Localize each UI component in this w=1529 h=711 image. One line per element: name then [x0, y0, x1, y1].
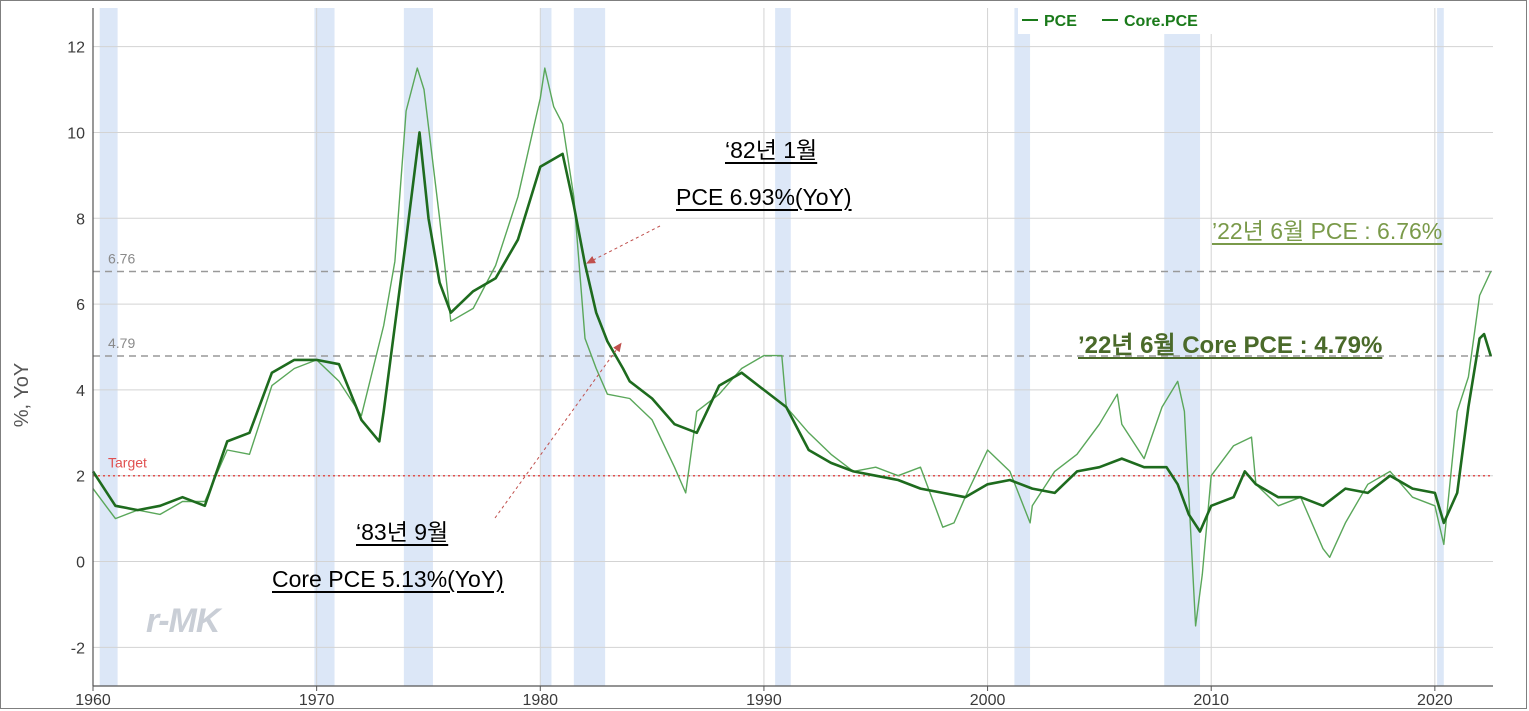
series-line-pce — [92, 67, 1492, 627]
series-line-core-pce — [91, 131, 1493, 533]
y-tick-label-4: 4 — [76, 383, 85, 400]
x-tick-label-2000: 2000 — [970, 692, 1006, 709]
reference-lines: 6.76 4.79 Target — [93, 250, 1493, 477]
legend-box — [1018, 8, 1234, 34]
series-lines — [91, 67, 1493, 627]
legend-label-0: PCE — [1044, 13, 1077, 30]
recession-band-6 — [1014, 8, 1031, 686]
x-tick-label-1970: 1970 — [299, 692, 335, 709]
y-tick-label-12: 12 — [67, 40, 85, 57]
recession-band-4 — [573, 8, 606, 686]
axes: -2 0 2 4 6 8 10 12 1960 1970 1980 1990 2000 2010 2020%… — [11, 8, 1493, 709]
y-tick-label-10: 10 — [67, 125, 85, 142]
arrow-82 — [586, 225, 661, 264]
recession-band-1 — [314, 8, 335, 686]
reference-label-0: 6.76 — [108, 250, 135, 266]
x-tick-label-2010: 2010 — [1193, 692, 1229, 709]
annotation-pce-latest: ’22년 6월 PCE : 6.76% — [1212, 218, 1443, 244]
recession-band-3 — [540, 8, 552, 686]
annotation-core-latest: ’22년 6월 Core PCE : 4.79% — [1078, 332, 1383, 359]
annotation-83-value: Core PCE 5.13%(YoY) — [272, 566, 504, 592]
x-tick-label-1980: 1980 — [522, 692, 558, 709]
y-tick-label--2: -2 — [71, 640, 85, 657]
y-tick-label-8: 8 — [76, 211, 85, 228]
recession-band-7 — [1164, 8, 1201, 686]
watermark: r-MK — [146, 602, 220, 640]
reference-label-1: 4.79 — [108, 335, 135, 351]
y-tick-label-2: 2 — [76, 469, 85, 486]
recession-band-8 — [1437, 8, 1444, 686]
annotation-82-value: PCE 6.93%(YoY) — [676, 184, 852, 210]
annotation-82-title: ‘82년 1월 — [725, 137, 818, 163]
y-tick-label-6: 6 — [76, 297, 85, 314]
y-tick-label-0: 0 — [76, 555, 85, 572]
recession-band-5 — [775, 8, 791, 686]
legend-label-1: Core.PCE — [1124, 13, 1198, 30]
reference-label-2: Target — [108, 455, 147, 471]
x-tick-label-2020: 2020 — [1417, 692, 1453, 709]
x-tick-label-1960: 1960 — [75, 692, 111, 709]
recession-bands — [99, 8, 1444, 686]
annotation-arrows — [494, 225, 661, 519]
legend: PCE Core.PCE — [1018, 8, 1234, 34]
x-tick-label-1990: 1990 — [746, 692, 782, 709]
annotation-83-title: ‘83년 9월 — [356, 519, 449, 545]
y-axis-label: %, YoY — [11, 363, 33, 428]
